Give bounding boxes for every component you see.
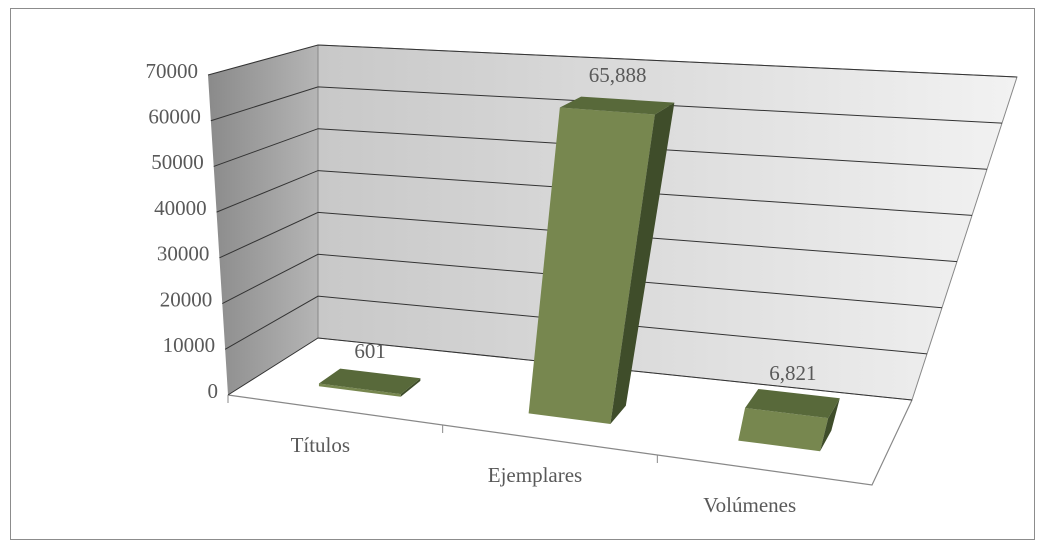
data-label: 601 — [354, 339, 386, 363]
bar-top — [745, 388, 840, 419]
bar-front — [528, 107, 655, 425]
bar-side — [400, 378, 421, 397]
grid-line — [227, 337, 913, 401]
y-tick-label: 70000 — [146, 59, 199, 83]
y-tick-label: 60000 — [148, 105, 201, 129]
bar-side — [610, 102, 675, 425]
bar-front — [738, 407, 829, 452]
grid-line — [224, 295, 928, 355]
y-tick-label: 30000 — [157, 242, 210, 266]
grid-line — [216, 170, 973, 216]
bar-side — [820, 398, 840, 452]
grid-line — [222, 253, 943, 309]
x-tick-label: Ejemplares — [488, 463, 582, 487]
grid-line — [213, 128, 988, 170]
x-tick-label: Títulos — [291, 433, 351, 457]
left-wall — [208, 45, 318, 395]
y-tick-label: 50000 — [151, 150, 204, 174]
bar-front — [318, 383, 401, 397]
bar-top — [318, 368, 421, 395]
grid-line — [207, 44, 1018, 78]
y-tick-label: 10000 — [163, 333, 216, 357]
data-label: 6,821 — [769, 361, 816, 385]
y-tick-label: 40000 — [154, 196, 207, 220]
bar-top — [559, 96, 675, 115]
grid-line — [219, 211, 958, 263]
grid-line — [210, 86, 1003, 124]
back-wall — [317, 44, 1018, 401]
x-tick-label: Volúmenes — [703, 493, 796, 517]
data-label: 65,888 — [589, 63, 647, 87]
y-tick-label: 20000 — [160, 287, 213, 311]
y-tick-label: 0 — [208, 379, 219, 403]
